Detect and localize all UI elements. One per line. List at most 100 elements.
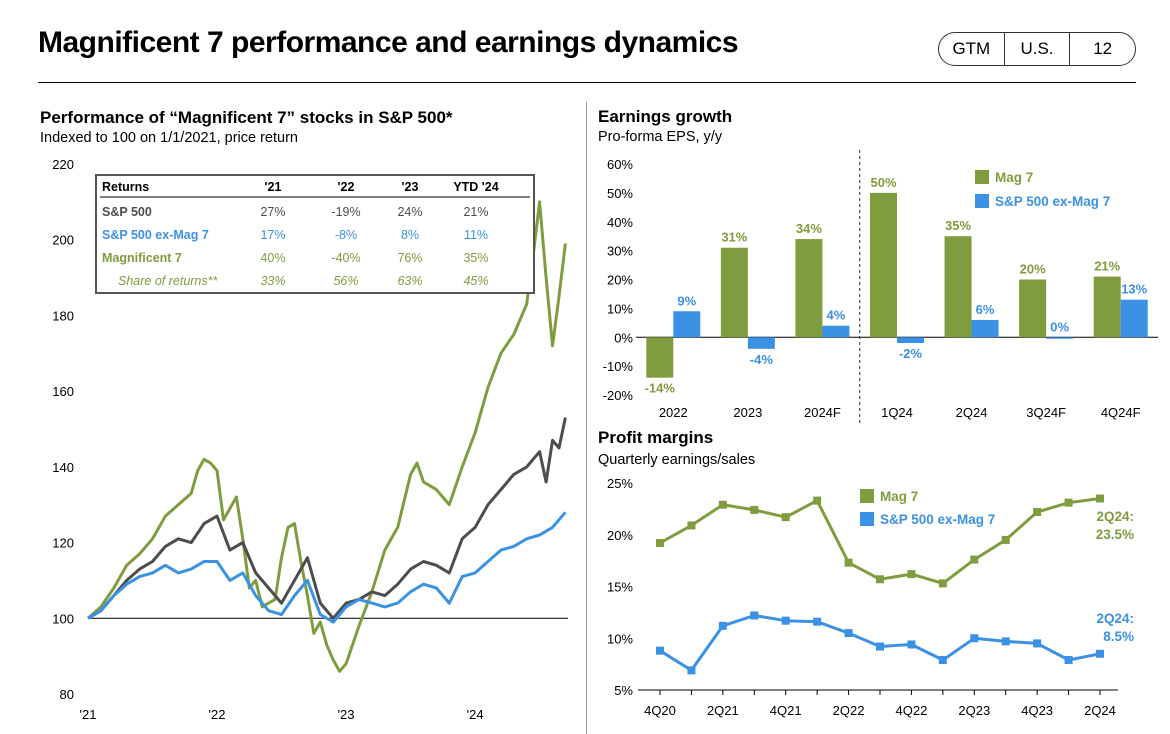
returns-cell: -19% <box>331 205 360 219</box>
returns-cell: -8% <box>335 228 357 242</box>
data-point-mag-7 <box>1096 494 1104 503</box>
data-point-mag-7 <box>750 505 759 514</box>
y-tick-label: 100 <box>52 611 74 626</box>
data-point-s-p-500-ex-mag-7 <box>970 634 979 643</box>
legend-label: Mag 7 <box>880 489 918 504</box>
y-tick-label: 60% <box>607 157 633 172</box>
bar-mag-7 <box>646 337 674 378</box>
data-point-s-p-500-ex-mag-7 <box>938 655 947 664</box>
y-tick-label: 120 <box>52 536 74 551</box>
legend-swatch-mag-7 <box>975 170 989 184</box>
performance-chart: 220 200 180 160 140 120 100 80 '21 '22 '23 '24 Retur… <box>52 157 568 722</box>
x-tick-label: 2Q24 <box>956 405 988 420</box>
earnings-chart: 60% 50% 40% 30% 20% 10% 0% -10% -20% 2022 -14% 9% 20… <box>603 150 1158 425</box>
data-point-mag-7 <box>656 539 664 548</box>
data-point-mag-7 <box>938 579 947 588</box>
bar-s-p-500-ex-mag-7 <box>747 337 775 349</box>
y-tick-label: 200 <box>52 233 74 248</box>
data-point-s-p-500-ex-mag-7 <box>1064 655 1073 664</box>
data-label: 4% <box>827 308 846 323</box>
data-label: 0% <box>1050 319 1069 334</box>
data-point-s-p-500-ex-mag-7 <box>687 666 696 675</box>
bar-mag-7 <box>720 247 748 338</box>
y-tick-label: 220 <box>52 157 74 172</box>
y-tick-label: 10% <box>607 631 633 646</box>
returns-cell: 56% <box>333 274 358 288</box>
data-label: -2% <box>899 346 923 361</box>
y-tick-label: 5% <box>614 683 633 698</box>
data-point-mag-7 <box>1001 535 1010 544</box>
x-tick-label: 4Q24F <box>1101 405 1141 420</box>
legend-swatch-s-p-500-ex-mag-7 <box>860 512 874 526</box>
x-tick-label: '24 <box>467 707 484 722</box>
y-tick-label: 50% <box>607 186 633 201</box>
legend-label: Mag 7 <box>995 170 1033 185</box>
legend-swatch-mag-7 <box>860 489 874 503</box>
y-tick-label: 20% <box>607 273 633 288</box>
badge-page-number: 12 <box>1069 33 1135 65</box>
data-point-mag-7 <box>687 521 696 530</box>
y-tick-label: -10% <box>603 359 634 374</box>
data-point-s-p-500-ex-mag-7 <box>750 611 759 620</box>
y-tick-label: 0% <box>614 330 633 345</box>
header-rule <box>38 82 1136 83</box>
y-tick-label: 80 <box>60 687 74 702</box>
returns-cell: 33% <box>260 274 285 288</box>
returns-cell: -40% <box>331 251 360 265</box>
returns-cell: 8% <box>401 228 419 242</box>
returns-table-header: Returns <box>102 180 149 194</box>
x-tick-label: 2022 <box>659 405 688 420</box>
data-point-s-p-500-ex-mag-7 <box>1033 639 1042 648</box>
margins-chart-title: Profit margins <box>598 428 714 447</box>
data-label: 31% <box>721 230 747 245</box>
data-label: 20% <box>1020 262 1046 277</box>
bar-mag-7 <box>944 236 972 338</box>
returns-row-label: S&P 500 ex-Mag 7 <box>102 228 209 242</box>
y-tick-label: 20% <box>607 528 633 543</box>
data-point-mag-7 <box>718 500 727 509</box>
performance-chart-subtitle: Indexed to 100 on 1/1/2021, price return <box>40 130 298 146</box>
x-tick-label: 4Q23 <box>1021 703 1053 718</box>
data-point-mag-7 <box>781 513 790 522</box>
data-point-s-p-500-ex-mag-7 <box>1001 637 1010 646</box>
data-point-mag-7 <box>813 496 822 505</box>
x-tick-label: 2Q21 <box>707 703 739 718</box>
y-tick-label: 40% <box>607 215 633 230</box>
x-tick-label: 2Q22 <box>833 703 865 718</box>
report-badge: GTM U.S. 12 <box>938 32 1136 66</box>
y-tick-label: 10% <box>607 301 633 316</box>
data-point-s-p-500-ex-mag-7 <box>844 629 853 638</box>
performance-chart-title: Performance of “Magnificent 7” stocks in… <box>40 108 453 127</box>
data-label: -4% <box>750 352 774 367</box>
returns-table-header: YTD '24 <box>453 180 498 194</box>
bar-mag-7 <box>1019 279 1047 338</box>
data-point-s-p-500-ex-mag-7 <box>1096 649 1104 658</box>
x-tick-label: '22 <box>209 707 226 722</box>
returns-cell: 35% <box>463 251 488 265</box>
returns-cell: 11% <box>464 228 488 242</box>
x-tick-label: 4Q20 <box>644 703 676 718</box>
x-tick-label: 4Q22 <box>896 703 928 718</box>
x-tick-label: 3Q24F <box>1026 405 1066 420</box>
y-tick-label: 15% <box>607 580 633 595</box>
bar-s-p-500-ex-mag-7 <box>822 325 850 338</box>
bar-s-p-500-ex-mag-7 <box>673 311 701 338</box>
returns-cell: 63% <box>397 274 422 288</box>
data-point-mag-7 <box>844 558 853 567</box>
returns-row-label: Share of returns** <box>118 274 218 288</box>
x-tick-label: 4Q21 <box>770 703 802 718</box>
bar-mag-7 <box>1093 276 1121 338</box>
data-point-s-p-500-ex-mag-7 <box>907 640 916 649</box>
bar-s-p-500-ex-mag-7 <box>1120 299 1148 338</box>
data-label: 50% <box>870 175 896 190</box>
x-tick-label: '21 <box>80 707 97 722</box>
series-line-s-p-500-ex-mag-7 <box>87 511 567 624</box>
x-tick-label: 1Q24 <box>881 405 913 420</box>
returns-table-header: '21 <box>265 180 282 194</box>
bar-s-p-500-ex-mag-7 <box>1046 337 1074 339</box>
legend-label: S&P 500 ex-Mag 7 <box>995 194 1110 209</box>
data-point-mag-7 <box>970 555 979 564</box>
annotation-label: 2Q24: <box>1096 611 1134 626</box>
y-tick-label: 30% <box>607 244 633 259</box>
bar-s-p-500-ex-mag-7 <box>971 319 999 338</box>
